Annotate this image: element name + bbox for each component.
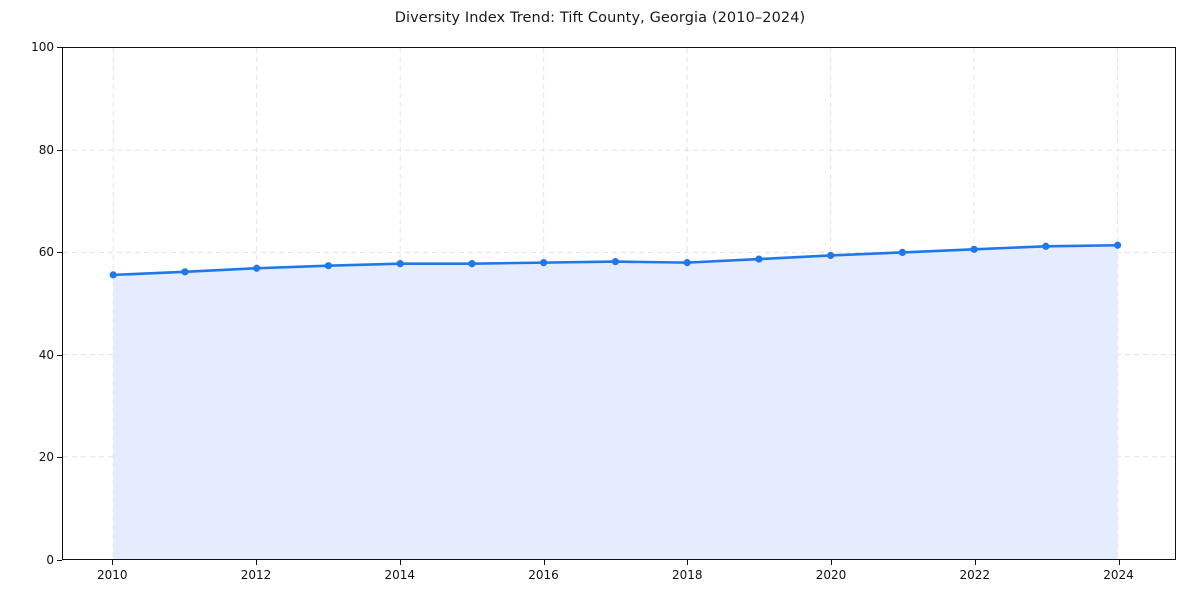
data-point (611, 257, 620, 266)
data-point (827, 251, 835, 260)
y-tick-label: 60 (38, 245, 54, 260)
data-point (181, 268, 189, 276)
x-tick-label: 2022 (959, 568, 991, 582)
x-tick-label: 2012 (240, 568, 272, 582)
data-point (755, 255, 763, 263)
x-tick-mark (543, 560, 545, 565)
data-point (970, 245, 978, 253)
x-tick-mark (112, 560, 114, 565)
x-tick-label: 2010 (97, 568, 128, 582)
y-tick-label: 100 (31, 40, 54, 54)
data-point (468, 260, 476, 268)
data-point (898, 248, 906, 256)
data-point (253, 264, 261, 272)
x-tick-mark (399, 560, 401, 565)
x-tick-label: 2014 (384, 568, 416, 582)
data-point (1114, 241, 1122, 249)
y-tick-label: 20 (38, 450, 54, 465)
x-tick-label: 2018 (671, 568, 703, 582)
data-point (1042, 242, 1050, 250)
data-point (324, 262, 333, 270)
x-tick-label: 2020 (815, 568, 847, 582)
data-point (540, 259, 548, 267)
x-tick-mark (256, 560, 258, 565)
area-fill (113, 245, 1118, 559)
data-point (109, 271, 117, 279)
x-tick-label: 2016 (528, 568, 559, 582)
y-tick-mark (57, 560, 62, 561)
plot-area (62, 47, 1176, 560)
x-tick-mark (974, 560, 976, 565)
y-tick-label: 40 (38, 347, 54, 362)
x-tick-mark (1118, 560, 1120, 565)
x-tick-label: 2024 (1103, 568, 1134, 582)
data-point (396, 260, 404, 268)
y-tick-label: 0 (46, 553, 54, 567)
y-tick-label: 80 (38, 142, 54, 157)
x-tick-mark (687, 560, 689, 565)
data-point (683, 259, 691, 267)
series-markers (109, 241, 1122, 279)
chart-title: Diversity Index Trend: Tift County, Geor… (394, 10, 806, 26)
x-tick-mark (831, 560, 833, 565)
plot-canvas (63, 48, 1175, 559)
